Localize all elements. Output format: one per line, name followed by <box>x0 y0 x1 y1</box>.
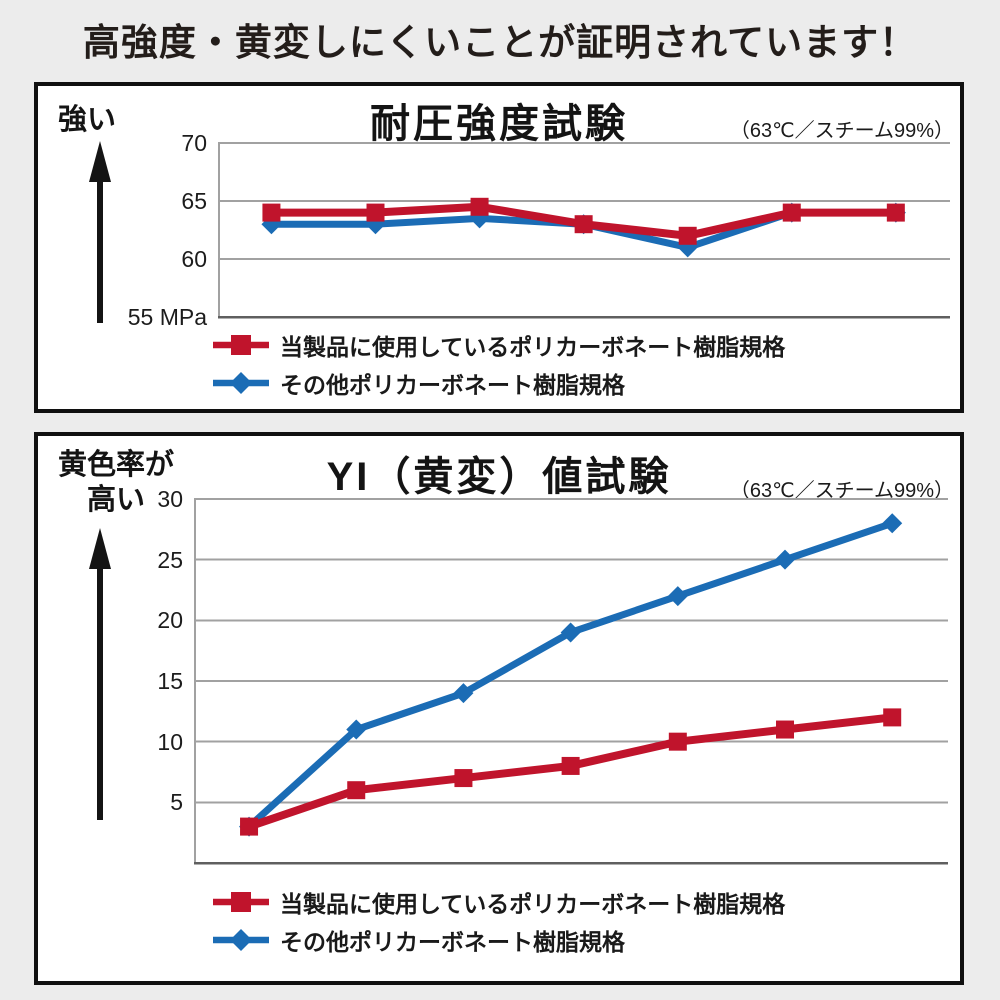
data-point-marker <box>366 203 385 222</box>
data-point-marker <box>346 719 367 740</box>
legend-label: その他ポリカーボネート樹脂規格 <box>280 372 625 398</box>
y-tick-label: 15 <box>157 668 183 694</box>
blue-diamond-series-icon <box>213 372 269 394</box>
legend-diamond <box>230 929 252 951</box>
data-point-marker <box>775 549 796 570</box>
data-point-marker <box>454 769 473 788</box>
y-axis-label: 強い <box>58 104 117 136</box>
data-point-marker <box>668 732 687 751</box>
data-point-marker <box>883 708 902 727</box>
up-arrow-icon <box>89 528 111 820</box>
data-point-marker <box>347 781 366 800</box>
data-point-marker <box>776 720 795 739</box>
legend-label: 当製品に使用しているポリカーボネート樹脂規格 <box>280 891 786 917</box>
legend-item-product: 当製品に使用しているポリカーボネート樹脂規格 <box>213 327 785 363</box>
line-chart <box>194 498 948 865</box>
data-point-marker <box>574 215 593 234</box>
y-tick-label: 25 <box>157 546 183 573</box>
data-point-marker <box>560 622 581 643</box>
y-tick-label: 30 <box>157 486 183 512</box>
data-point-marker <box>677 237 698 258</box>
y-axis-label-line2: 高い <box>86 484 145 516</box>
series-line <box>246 519 894 830</box>
red-square-series-icon <box>213 335 269 355</box>
pressure-test-panel: 耐圧強度試験 （63℃／スチーム99%） 強い 70 65 60 55 MPa 当製品… <box>34 82 964 413</box>
data-point-marker <box>886 203 905 222</box>
data-point-marker <box>667 586 688 607</box>
data-point-marker <box>470 197 489 216</box>
chart-legend: 当製品に使用しているポリカーボネート樹脂規格 その他ポリカーボネート樹脂規格 <box>213 327 785 401</box>
legend-diamond <box>230 372 252 394</box>
legend-item-product: 当製品に使用しているポリカーボネート樹脂規格 <box>213 884 785 920</box>
up-arrow-icon <box>89 141 111 323</box>
y-tick-label: 5 <box>170 789 183 816</box>
y-axis-label-line1: 黄色率が <box>57 449 174 481</box>
test-condition: （63℃／スチーム99%） <box>729 480 954 502</box>
chart-title: 耐圧強度試験 <box>370 102 628 146</box>
legend-square <box>231 335 251 355</box>
data-point-marker <box>469 208 490 229</box>
data-point-marker <box>678 226 697 245</box>
yellowing-test-panel: YI（黄変）値試験 （63℃／スチーム99%） 黄色率が 高い 30 25 20 15… <box>34 432 964 985</box>
legend-label: その他ポリカーボネート樹脂規格 <box>280 929 625 955</box>
page-headline: 高強度・黄変しにくいことが証明されています！ <box>82 22 918 63</box>
red-square-series-icon <box>213 892 269 912</box>
data-point-marker <box>240 817 259 836</box>
y-tick-label: 10 <box>157 728 183 755</box>
line-chart <box>218 142 950 319</box>
y-axis-label: 黄色率が 高い <box>46 448 186 518</box>
blue-diamond-series-icon <box>213 929 269 951</box>
y-tick-label: 55 MPa <box>127 304 207 330</box>
test-condition: （63℃／スチーム99%） <box>729 120 954 142</box>
chart-legend: 当製品に使用しているポリカーボネート樹脂規格 その他ポリカーボネート樹脂規格 <box>213 884 785 958</box>
legend-label: 当製品に使用しているポリカーボネート樹脂規格 <box>280 334 786 360</box>
legend-item-other: その他ポリカーボネート樹脂規格 <box>213 922 785 958</box>
y-tick-label: 60 <box>181 246 207 272</box>
data-point-marker <box>782 203 801 222</box>
data-point-marker <box>561 756 580 775</box>
y-tick-label: 20 <box>157 607 183 634</box>
y-tick-label: 70 <box>181 130 207 156</box>
data-point-marker <box>453 683 474 704</box>
legend-square <box>231 892 251 912</box>
y-tick-label: 65 <box>181 188 207 214</box>
chart-title: YI（黄変）値試験 <box>326 455 672 499</box>
data-point-marker <box>262 203 281 222</box>
legend-item-other: その他ポリカーボネート樹脂規格 <box>213 365 785 401</box>
data-point-marker <box>882 513 903 534</box>
